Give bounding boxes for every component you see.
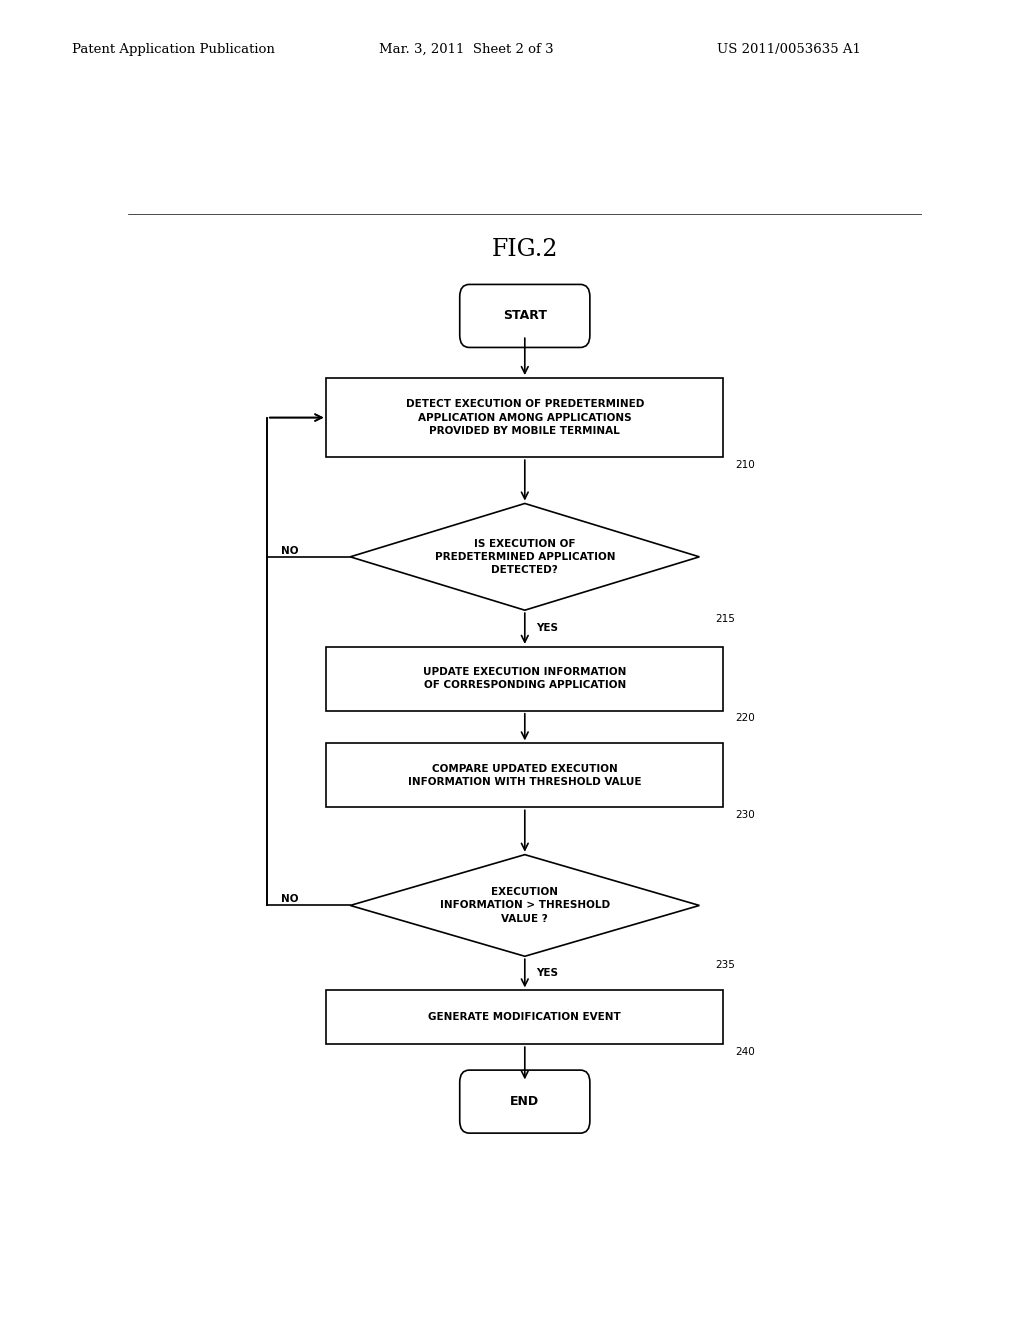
- Bar: [327, 743, 723, 808]
- Bar: [327, 990, 723, 1044]
- Text: 230: 230: [735, 810, 755, 820]
- Text: END: END: [510, 1096, 540, 1107]
- Text: FIG.2: FIG.2: [492, 239, 558, 261]
- Text: 220: 220: [735, 713, 755, 723]
- Polygon shape: [350, 854, 699, 956]
- Text: 215: 215: [715, 614, 735, 624]
- Text: 210: 210: [735, 461, 755, 470]
- Text: IS EXECUTION OF
PREDETERMINED APPLICATION
DETECTED?: IS EXECUTION OF PREDETERMINED APPLICATIO…: [434, 539, 615, 576]
- Text: Patent Application Publication: Patent Application Publication: [72, 42, 274, 55]
- Bar: [327, 647, 723, 710]
- Text: START: START: [503, 309, 547, 322]
- FancyBboxPatch shape: [460, 284, 590, 347]
- Polygon shape: [350, 503, 699, 610]
- Text: US 2011/0053635 A1: US 2011/0053635 A1: [717, 42, 861, 55]
- Text: DETECT EXECUTION OF PREDETERMINED
APPLICATION AMONG APPLICATIONS
PROVIDED BY MOB: DETECT EXECUTION OF PREDETERMINED APPLIC…: [406, 400, 644, 436]
- Bar: [327, 378, 723, 457]
- Text: YES: YES: [536, 969, 558, 978]
- Text: EXECUTION
INFORMATION > THRESHOLD
VALUE ?: EXECUTION INFORMATION > THRESHOLD VALUE …: [439, 887, 610, 924]
- Text: YES: YES: [536, 623, 558, 634]
- Text: Mar. 3, 2011  Sheet 2 of 3: Mar. 3, 2011 Sheet 2 of 3: [379, 42, 554, 55]
- Text: 235: 235: [715, 961, 735, 970]
- Text: NO: NO: [282, 545, 299, 556]
- Text: 240: 240: [735, 1047, 755, 1057]
- FancyBboxPatch shape: [460, 1071, 590, 1133]
- Text: NO: NO: [282, 895, 299, 904]
- Text: COMPARE UPDATED EXECUTION
INFORMATION WITH THRESHOLD VALUE: COMPARE UPDATED EXECUTION INFORMATION WI…: [408, 764, 642, 787]
- Text: GENERATE MODIFICATION EVENT: GENERATE MODIFICATION EVENT: [428, 1012, 622, 1022]
- Text: UPDATE EXECUTION INFORMATION
OF CORRESPONDING APPLICATION: UPDATE EXECUTION INFORMATION OF CORRESPO…: [423, 667, 627, 690]
